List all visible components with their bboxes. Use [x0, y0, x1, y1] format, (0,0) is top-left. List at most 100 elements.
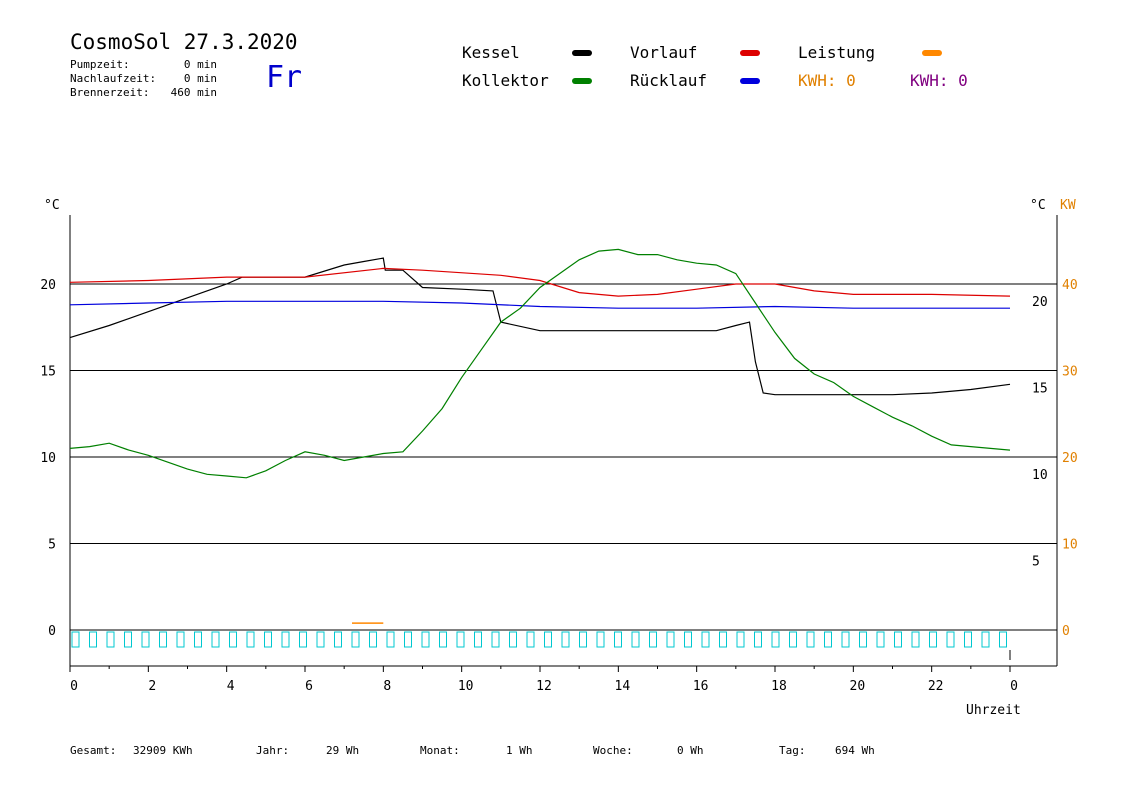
- pump-pulse: [701, 631, 710, 648]
- footer-gesamt-label: Gesamt:: [70, 744, 117, 757]
- pump-pulse: [369, 631, 377, 648]
- pump-pulse: [159, 631, 167, 648]
- footer-jahr-value: 29 Wh: [326, 744, 360, 757]
- pump-pulse: [509, 631, 517, 648]
- legend-label-leistung: Leistung: [798, 43, 876, 62]
- stat-pumpzeit-label: Pumpzeit:: [70, 58, 130, 71]
- y-tick-label-left: 15: [40, 365, 56, 380]
- x-tick-label: 20: [850, 679, 866, 694]
- legend-swatch-kessel: [572, 50, 592, 56]
- legend-label-vorlauf: Vorlauf: [630, 43, 698, 62]
- x-tick-label: 4: [227, 679, 235, 694]
- series-line-rcklauf: [69, 300, 1010, 309]
- y-tick-label-kw: 10: [1062, 538, 1078, 553]
- footer-gesamt-value: 32909 KWh: [133, 744, 193, 757]
- pump-pulse: [859, 631, 867, 648]
- pump-pulse: [719, 631, 727, 648]
- pump-pulse: [684, 631, 692, 648]
- pump-pulse: [299, 631, 307, 648]
- pump-pulse: [579, 631, 587, 648]
- y-unit-kw: KW: [1060, 198, 1076, 213]
- footer-monat-value: 1 Wh: [506, 744, 533, 757]
- pump-pulse: [194, 631, 202, 648]
- y-tick-label-kw: 30: [1062, 365, 1078, 380]
- pump-pulse: [386, 631, 395, 648]
- y-tick-label-left: 20: [40, 278, 56, 293]
- x-tick-label: 6: [305, 679, 313, 694]
- pump-pulse: [334, 631, 342, 648]
- x-tick-label: 8: [383, 679, 391, 694]
- x-tick-label: 10: [458, 679, 474, 694]
- y-tick-label-right: 20: [1032, 295, 1048, 310]
- pump-pulse: [876, 631, 885, 648]
- pump-pulse: [614, 631, 622, 648]
- pump-pulse: [246, 631, 255, 648]
- pump-pulse: [806, 631, 815, 648]
- pump-pulse: [666, 631, 675, 648]
- pump-pulse: [281, 631, 290, 648]
- pump-pulse: [824, 631, 832, 648]
- footer-jahr-label: Jahr:: [256, 744, 290, 757]
- y-tick-label-kw: 20: [1062, 451, 1078, 466]
- y-unit-right: °C: [1030, 198, 1046, 213]
- y-unit-left: °C: [44, 198, 60, 213]
- legend-label-ruecklauf: Rücklauf: [630, 71, 708, 90]
- legend-kwh-leistung: KWH: 0: [798, 71, 856, 90]
- y-tick-label-right: 5: [1032, 555, 1040, 570]
- stat-brennerzeit-label: Brennerzeit:: [70, 86, 150, 99]
- pump-pulse: [946, 631, 955, 648]
- footer-tag-label: Tag:: [779, 744, 806, 757]
- x-axis-label: Uhrzeit: [966, 703, 1021, 718]
- pump-pulse: [964, 631, 972, 648]
- series-line-kollektor: [69, 248, 1011, 479]
- footer-woche-value: 0 Wh: [677, 744, 704, 757]
- weekday-label: Fr: [266, 60, 303, 95]
- y-tick-label-left: 0: [48, 624, 56, 639]
- x-tick-label: 0: [1010, 679, 1018, 694]
- pump-pulse: [981, 631, 990, 648]
- pump-pulse: [404, 631, 412, 648]
- pump-pulse: [999, 631, 1007, 648]
- x-tick-label: 0: [70, 679, 78, 694]
- pump-pulse: [124, 631, 132, 648]
- x-tick-label: 16: [693, 679, 709, 694]
- pump-pulse: [316, 631, 325, 648]
- pump-pulse: [89, 631, 97, 648]
- pump-pulse: [439, 631, 447, 648]
- pump-pulse: [596, 631, 605, 648]
- pump-pulse: [929, 631, 937, 648]
- x-tick-label: 14: [615, 679, 631, 694]
- stat-brennerzeit-value: 460 min: [170, 86, 217, 99]
- pump-pulse: [474, 631, 482, 648]
- x-tick-label: 18: [771, 679, 787, 694]
- stat-nachlaufzeit-label: Nachlaufzeit:: [70, 72, 157, 85]
- pump-pulse: [771, 631, 780, 648]
- legend-kwh-purple: KWH: 0: [910, 71, 968, 90]
- pump-pulse: [754, 631, 762, 648]
- legend-swatch-vorlauf: [740, 50, 760, 56]
- pump-pulse: [631, 631, 640, 648]
- pump-pulse: [211, 631, 220, 648]
- series-line-kessel: [69, 257, 1011, 396]
- x-tick-label: 2: [148, 679, 156, 694]
- stat-pumpzeit-value: 0 min: [183, 58, 217, 71]
- pump-pulse: [456, 631, 465, 648]
- y-tick-label-left: 5: [48, 538, 56, 553]
- series-line-vorlauf: [69, 267, 1011, 297]
- pump-pulse: [649, 631, 657, 648]
- legend-label-kessel: Kessel: [462, 43, 520, 62]
- stat-nachlaufzeit-value: 0 min: [183, 72, 217, 85]
- y-tick-label-right: 10: [1032, 468, 1048, 483]
- pump-pulse: [544, 631, 552, 648]
- pump-pulse: [894, 631, 902, 648]
- pump-pulse: [351, 631, 360, 648]
- pump-pulse: [264, 631, 272, 648]
- pump-pulse: [141, 631, 150, 648]
- chart-title: CosmoSol 27.3.2020: [70, 30, 298, 54]
- legend-swatch-kollektor: [572, 78, 592, 84]
- pump-pulse: [176, 631, 185, 648]
- pump-pulse: [71, 631, 80, 648]
- legend-label-kollektor: Kollektor: [462, 71, 549, 90]
- y-tick-label-right: 15: [1032, 382, 1048, 397]
